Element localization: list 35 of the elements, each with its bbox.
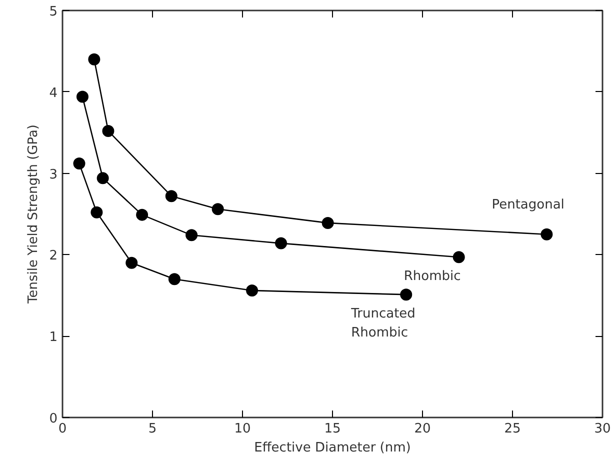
point: [400, 288, 412, 301]
point: [76, 90, 88, 103]
x-tick-label: 5: [148, 422, 157, 436]
y-tick-label: 0: [49, 412, 58, 426]
point: [96, 172, 109, 184]
point: [102, 124, 114, 137]
x-tick-label: 10: [234, 422, 251, 436]
y-tick-label: 4: [49, 86, 58, 101]
point: [88, 53, 100, 66]
x-tick-label: 20: [414, 422, 431, 436]
series-label: Rhombic: [404, 269, 461, 284]
y-axis-title: Tensile Yield Strength (GPa): [26, 124, 42, 304]
x-tick-label: 25: [504, 422, 521, 436]
point: [165, 190, 178, 202]
y-tick-label: 1: [49, 330, 58, 346]
x-tick-label: 15: [324, 422, 341, 436]
point: [136, 208, 148, 221]
series-label: Truncated Rhombic: [350, 306, 416, 340]
point: [246, 284, 258, 297]
x-tick-label: 30: [594, 422, 611, 436]
y-tick-label: 3: [49, 167, 58, 182]
point: [73, 158, 86, 170]
y-tick-label: 5: [49, 4, 58, 20]
point: [540, 228, 553, 240]
x-axis-title: Effective Diameter (nm): [254, 440, 411, 456]
point: [452, 251, 465, 264]
series-label: Pentagonal: [492, 197, 564, 212]
point: [90, 206, 103, 218]
point: [186, 229, 198, 242]
point: [168, 273, 180, 286]
point: [275, 237, 288, 250]
point: [212, 203, 224, 216]
point: [322, 216, 334, 229]
y-tick-label: 2: [49, 248, 58, 264]
point: [126, 256, 138, 269]
